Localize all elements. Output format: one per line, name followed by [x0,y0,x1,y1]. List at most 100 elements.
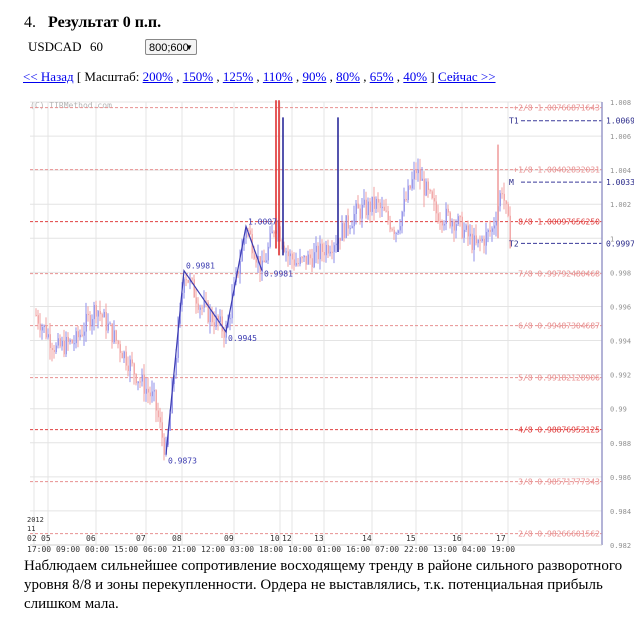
candle-body [491,228,493,232]
candle-body [133,363,135,375]
candle-body [211,311,213,323]
zoom-link-65[interactable]: 65% [369,69,394,84]
swing-label: 0.9981 [264,270,293,279]
candle-body [307,254,309,265]
candle-body [117,340,119,345]
candle-body [71,339,73,344]
candle-body [427,181,429,190]
candle-body [203,301,205,308]
candle-body [293,259,295,266]
candle-body [361,204,363,219]
candle-body [201,307,203,309]
candle-body [271,231,273,234]
candle-body [139,381,141,383]
marker-name: M [509,178,514,187]
candle-body [119,344,121,353]
candle-body [109,323,111,325]
zoom-link-90[interactable]: 90% [302,69,327,84]
candle-body [407,185,409,200]
candle-body [369,201,371,212]
candle-body [311,258,313,268]
candle-body [347,215,349,229]
candle-body [315,245,317,253]
swing-line [165,224,263,455]
marker-value-box [604,114,634,126]
candle-body [173,375,175,384]
candle-body [135,374,137,384]
time-label: 18:00 [259,545,283,553]
zoom-link-40[interactable]: 40% [403,69,428,84]
candle-body [439,221,441,223]
candle-body [131,359,133,364]
candle-body [263,260,265,263]
marker-value: 1.0033 [606,178,634,187]
candle-body [151,391,153,397]
candle-body [437,213,439,222]
time-label: 12:00 [201,545,225,553]
candle-body [245,230,247,238]
size-select[interactable]: 800;600 ▼ [145,39,197,55]
candle-body [43,325,45,328]
zoom-link-200[interactable]: 200% [142,69,173,84]
candle-body [417,169,419,174]
candle-body [447,208,449,213]
candle-body [91,319,93,327]
candle-body [375,198,377,209]
candle-body [37,315,39,324]
candle-body [465,225,467,230]
candle-body [149,392,151,397]
now-link[interactable]: Сейчас >> [437,69,496,84]
analysis-text: Наблюдаем сильнейшее сопротивление восхо… [24,558,623,612]
candle-body [61,340,63,347]
candle-body [435,201,437,214]
candle-body [323,251,325,256]
candle-body [489,230,491,232]
scale-close: ] [430,69,435,84]
candle-body [481,239,483,241]
candle-body [449,212,451,227]
candle-body [351,226,353,229]
candle-body [331,251,333,253]
candle-body [301,257,303,259]
candle-body [111,323,113,343]
result-heading: 4. Результат 0 п.п. [24,14,161,32]
back-link[interactable]: << Назад [23,69,74,84]
candle-body [289,253,291,257]
candle-body [239,261,241,274]
day-label: 17 [496,534,506,543]
zoom-link-125[interactable]: 125% [222,69,254,84]
candle-body [401,211,403,227]
price-tick: 1 [610,235,614,243]
candle-body [55,345,57,353]
candle-body [303,255,305,258]
zoom-link-150[interactable]: 150% [182,69,214,84]
candle-body [477,239,479,244]
swing-lines: 0.9873 0.9981 0.9945 1.0007 0.9981 [165,217,293,466]
candle-body [403,198,405,212]
candle-body [105,311,107,331]
candle-body [467,225,469,237]
candle-body [343,223,345,238]
day-label: 12 [282,534,292,543]
candle-body [79,334,81,338]
candle-body [507,203,509,216]
candle-body [147,388,149,393]
candle-body [287,251,289,257]
candle-body [47,334,49,338]
candle-body [175,357,177,376]
candle-body [41,327,43,331]
level-label: 3/8 0.98571777343 [518,478,600,487]
candle-body [471,233,473,250]
candle-body [469,233,471,237]
time-label: 04:00 [462,545,486,553]
candle-body [39,323,41,331]
price-chart: (C) TIRMethod.com +2/8 1.00766871643 +1/8… [24,98,634,553]
candle-body [87,313,89,316]
candle-body [457,216,459,225]
candle-body [121,352,123,359]
zoom-link-80[interactable]: 80% [336,69,360,84]
zoom-link-110[interactable]: 110% [262,69,293,84]
swing-label: 0.9981 [186,262,215,271]
candle-body [195,297,197,304]
marker-value: 0.9997 [606,239,634,248]
